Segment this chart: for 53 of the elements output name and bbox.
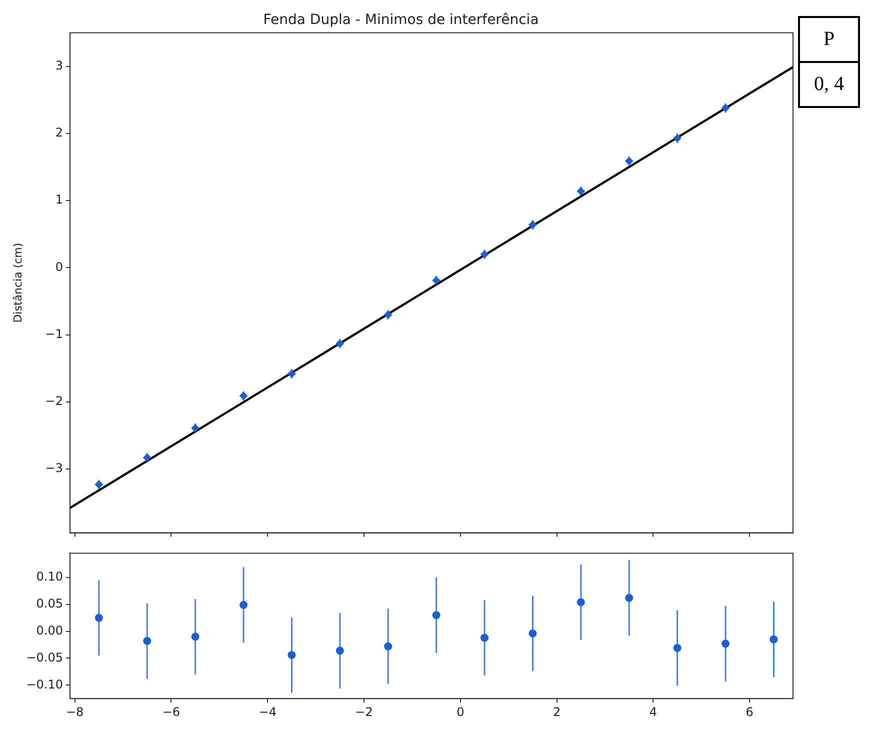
- point: [384, 642, 392, 650]
- point: [576, 598, 585, 606]
- point: [240, 392, 248, 400]
- x-tick-label: −8: [66, 704, 84, 719]
- y-tick-label: 1: [55, 192, 63, 207]
- y-tick-label: −0.10: [26, 677, 63, 692]
- point: [432, 611, 440, 620]
- point: [673, 644, 682, 652]
- text: 0, 4: [799, 62, 859, 107]
- y-tick-label: −1: [45, 326, 63, 341]
- point: [770, 635, 778, 644]
- point: [94, 614, 103, 622]
- point: [191, 632, 200, 641]
- x-tick-label: 0: [456, 704, 464, 719]
- x-tick-label: 6: [746, 704, 754, 719]
- x-tick-label: 4: [649, 704, 658, 719]
- point: [480, 634, 489, 642]
- point: [480, 250, 489, 258]
- y-tick-label: −3: [45, 461, 63, 476]
- point: [384, 310, 392, 319]
- point: [625, 594, 634, 602]
- point: [288, 370, 296, 378]
- point: [143, 636, 152, 645]
- y-tick-label: 0: [55, 260, 63, 274]
- x-tick-label: 2: [553, 704, 561, 719]
- point: [336, 340, 344, 348]
- y-tick-label: −2: [45, 394, 63, 408]
- y-axis-title: Distância (cm): [11, 242, 24, 323]
- text: P: [799, 17, 859, 62]
- y-tick-label: 2: [55, 126, 63, 140]
- point: [625, 156, 634, 165]
- x-tick-label: −4: [258, 704, 276, 719]
- point: [576, 187, 585, 196]
- point: [673, 134, 682, 142]
- point: [528, 220, 537, 229]
- y-tick-label: 3: [55, 58, 63, 72]
- x-tick-label: −2: [355, 704, 373, 719]
- point: [240, 600, 248, 609]
- point: [94, 480, 103, 488]
- point: [143, 454, 152, 462]
- point: [722, 640, 730, 648]
- x-tick-label: −6: [162, 704, 180, 719]
- point: [722, 104, 730, 112]
- chart-title: Fenda Dupla - Minimos de interferência: [263, 12, 539, 28]
- point: [432, 276, 440, 284]
- y-tick-label: −0.05: [26, 650, 63, 664]
- point: [288, 650, 296, 659]
- y-tick-label: 0.05: [36, 596, 63, 610]
- point: [528, 629, 537, 638]
- y-tick-label: 0.00: [36, 623, 63, 638]
- y-tick-label: 0.10: [36, 570, 63, 584]
- point: [191, 424, 200, 432]
- point: [336, 646, 344, 655]
